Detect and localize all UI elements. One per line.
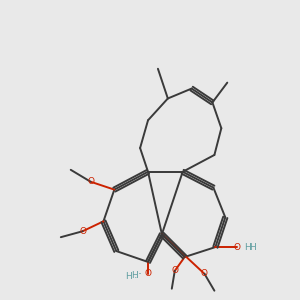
Text: ·: · [133, 273, 137, 283]
Text: ·: · [138, 268, 142, 281]
Text: O: O [171, 266, 178, 275]
Text: O: O [234, 243, 241, 252]
Text: O: O [201, 269, 208, 278]
Text: H: H [125, 272, 132, 281]
Text: H: H [244, 243, 250, 252]
Text: O: O [87, 177, 94, 186]
Text: O: O [145, 269, 152, 278]
Text: H: H [249, 243, 255, 252]
Text: H: H [131, 271, 137, 280]
Text: O: O [79, 227, 86, 236]
